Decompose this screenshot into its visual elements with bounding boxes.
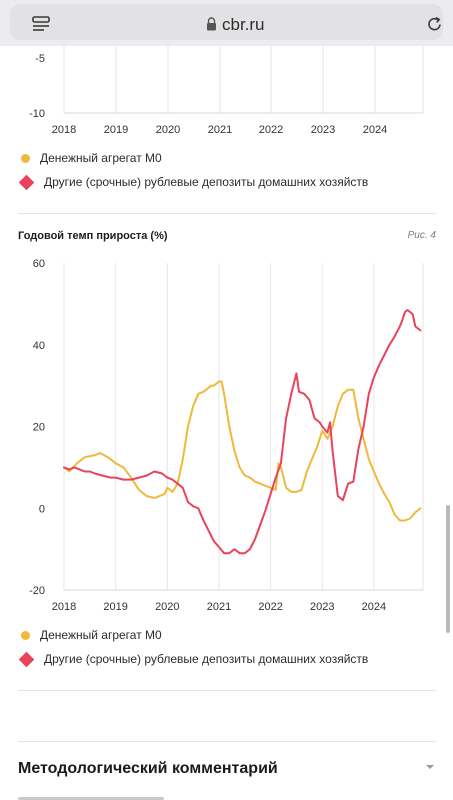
- address-bar[interactable]: cbr.ru: [10, 4, 443, 40]
- x-tick-label: 2021: [207, 601, 231, 613]
- m0-dot-icon: [21, 153, 30, 163]
- x-tick-label: 2022: [259, 124, 283, 136]
- figure-number: Рис. 4: [407, 230, 436, 241]
- legend-item-m0[interactable]: Денежный агрегат М0: [18, 625, 368, 645]
- x-tick-label: 2020: [155, 601, 179, 613]
- x-tick-label: 2018: [52, 601, 76, 613]
- browser-toolbar: cbr.ru: [0, 0, 453, 46]
- deposits-diamond-icon: [18, 174, 35, 190]
- x-tick-label: 2021: [208, 124, 232, 136]
- x-tick-label: 2024: [363, 124, 387, 136]
- section-divider: [18, 213, 436, 214]
- tab-menu-icon[interactable]: [32, 16, 50, 32]
- x-tick-label: 2019: [103, 601, 127, 613]
- y-tick-label: 60: [33, 258, 45, 270]
- series-line-deposits: [63, 309, 422, 555]
- chevron-down-icon[interactable]: [424, 762, 436, 772]
- x-tick-label: 2022: [258, 601, 282, 613]
- url-text[interactable]: cbr.ru: [222, 15, 265, 34]
- previous-chart: -5 -10 2018 2019 2020 2021 2022 2023 202…: [29, 46, 424, 136]
- section-divider: [18, 690, 436, 691]
- legend-main-chart: Денежный агрегат М0 Другие (срочные) руб…: [18, 625, 368, 669]
- previous-chart-gridlines: [63, 46, 424, 114]
- deposits-diamond-icon: [18, 651, 35, 667]
- chart-tick-labels: 60 40 20 0 -20 2018 2019 2020 2021 2022 2023 2024: [29, 258, 386, 613]
- methodology-heading[interactable]: Методологический комментарий: [18, 760, 278, 777]
- figure-title: Годовой темп прироста (%): [18, 230, 168, 242]
- legend-previous-chart: Денежный агрегат М0 Другие (срочные) руб…: [18, 148, 368, 192]
- chart-series: [63, 309, 422, 555]
- y-tick-label: 40: [33, 340, 45, 352]
- x-tick-label: 2023: [311, 124, 335, 136]
- x-tick-label: 2020: [156, 124, 180, 136]
- y-tick-label: -5: [35, 53, 45, 65]
- y-tick-label: -10: [29, 108, 45, 120]
- x-tick-label: 2019: [104, 124, 128, 136]
- growth-rate-chart: 60 40 20 0 -20 2018 2019 2020 2021 2022 2023 2024: [29, 258, 424, 613]
- lock-icon: [207, 17, 216, 31]
- m0-dot-icon: [21, 630, 30, 640]
- section-divider: [18, 741, 436, 742]
- next-section-stub: [18, 797, 164, 800]
- legend-item-deposits[interactable]: Другие (срочные) рублевые депозиты домаш…: [18, 649, 368, 669]
- reload-icon[interactable]: [426, 15, 443, 33]
- legend-label: Другие (срочные) рублевые депозиты домаш…: [44, 175, 369, 189]
- legend-label: Денежный агрегат М0: [40, 151, 162, 165]
- x-tick-label: 2024: [362, 601, 386, 613]
- legend-item-m0[interactable]: Денежный агрегат М0: [18, 148, 368, 168]
- y-tick-label: 20: [33, 422, 45, 434]
- legend-label: Другие (срочные) рублевые депозиты домаш…: [44, 652, 369, 666]
- y-tick-label: 0: [39, 503, 45, 515]
- y-tick-label: -20: [29, 585, 45, 597]
- chart-gridlines: [63, 263, 424, 591]
- x-tick-label: 2023: [310, 601, 334, 613]
- legend-item-deposits[interactable]: Другие (срочные) рублевые депозиты домаш…: [18, 172, 368, 192]
- legend-label: Денежный агрегат М0: [40, 628, 162, 642]
- x-tick-label: 2018: [52, 124, 76, 136]
- scrollbar-thumb[interactable]: [446, 505, 450, 633]
- series-line-m0: [63, 380, 422, 522]
